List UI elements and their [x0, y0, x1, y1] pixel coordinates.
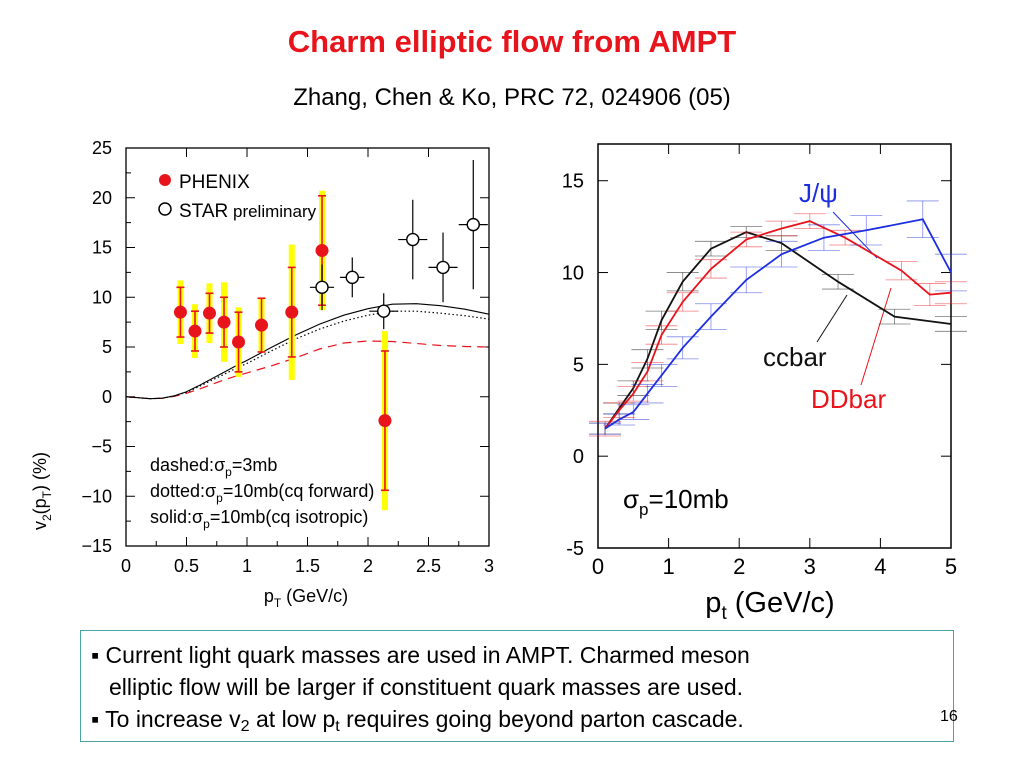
phenix-point — [217, 315, 231, 329]
left-ytick-label: −5 — [91, 437, 112, 457]
left-xtick-label: 0.5 — [174, 556, 199, 576]
left-xtick-label: 2.5 — [416, 556, 441, 576]
label-ccbar: ccbar — [763, 342, 827, 372]
ddbar-line — [604, 220, 952, 430]
label-jpsi: J/ψ — [799, 178, 838, 208]
star-point — [466, 217, 480, 232]
right-ytick-label: 5 — [573, 354, 584, 376]
right-xlabel: pt (GeV/c) — [705, 587, 834, 624]
pointer-ccbar — [816, 294, 848, 343]
phenix-point — [378, 414, 392, 428]
right-xtick-label: 1 — [662, 554, 674, 579]
note-bullet-1: ▪ Current light quark masses are used in… — [91, 642, 750, 668]
annotation-solid: solid:σp=10mb(cq isotropic) — [150, 507, 368, 531]
left-xlabel: pT (GeV/c) — [264, 586, 348, 610]
annotation-dotted: dotted:σp=10mb(cq forward) — [150, 481, 374, 505]
right-ytick-label: 0 — [573, 446, 584, 468]
left-xtick-label: 1 — [242, 556, 252, 576]
ccbar-line — [604, 231, 952, 430]
slide-title: Charm elliptic flow from AMPT — [287, 24, 737, 59]
legend-star-marker — [158, 202, 172, 216]
phenix-point — [202, 306, 216, 320]
pointer-jpsi — [832, 211, 878, 259]
legend-star-label: STAR preliminary — [179, 201, 317, 222]
left-xtick-label: 2 — [363, 556, 373, 576]
left-ylabel: v2(pT) (%) — [30, 452, 54, 530]
left-ytick-label: −10 — [81, 486, 112, 506]
phenix-point — [232, 335, 246, 349]
star-point — [345, 270, 359, 285]
note-bullet-1-cont: elliptic flow will be larger if constitu… — [109, 674, 744, 700]
right-xtick-label: 5 — [945, 554, 957, 579]
sigma-label: σp=10mb — [623, 484, 729, 519]
slide-number: 16 — [940, 708, 958, 725]
notes-box: ▪ Current light quark masses are used in… — [80, 630, 954, 742]
left-ytick-label: −15 — [81, 536, 112, 556]
phenix-point — [255, 318, 269, 332]
phenix-point — [188, 324, 202, 338]
left-ytick-label: 20 — [92, 188, 112, 208]
label-ddbar: DDbar — [811, 384, 886, 414]
pointer-ddbar — [860, 287, 892, 386]
right-xtick-label: 0 — [592, 554, 604, 579]
j-line — [604, 218, 952, 430]
left-xtick-label: 3 — [484, 556, 494, 576]
left-ytick-label: 25 — [92, 138, 112, 158]
legend-phenix-label: PHENIX — [179, 172, 250, 193]
star-point — [377, 304, 391, 318]
right-plot-frame — [597, 143, 952, 549]
theory-curve-dashed — [125, 340, 490, 400]
left-xtick-label: 0 — [121, 556, 131, 576]
right-xtick-label: 2 — [733, 554, 745, 579]
phenix-point — [285, 305, 299, 319]
theory-curve-solid — [125, 303, 490, 400]
right-xtick-label: 3 — [804, 554, 816, 579]
phenix-point — [173, 305, 187, 319]
left-ytick-label: 15 — [92, 238, 112, 258]
slide-subtitle: Zhang, Chen & Ko, PRC 72, 024906 (05) — [293, 84, 731, 111]
left-xtick-label: 1.5 — [295, 556, 320, 576]
left-ytick-label: 10 — [92, 287, 112, 307]
right-ytick-label: -5 — [566, 538, 584, 560]
annotation-dashed: dashed:σp=3mb — [150, 455, 277, 479]
left-ytick-label: 5 — [102, 337, 112, 357]
phenix-star-v2-chart: v2(pT) (%) pT (GeV/c) PHENIX STAR prelim… — [30, 138, 494, 610]
right-xtick-label: 4 — [874, 554, 886, 579]
right-ytick-label: 15 — [562, 171, 584, 193]
left-ytick-label: 0 — [102, 387, 112, 407]
phenix-point — [315, 243, 329, 257]
star-point — [315, 280, 329, 295]
star-point — [406, 232, 420, 247]
legend-phenix-marker — [159, 174, 171, 186]
star-point — [436, 260, 450, 275]
note-bullet-2: ▪ To increase v2 at low pt requires goin… — [91, 706, 744, 735]
right-ytick-label: 10 — [562, 263, 584, 285]
charm-flow-ampt-chart: pt (GeV/c) J/ψ ccbar DDbar σp=10mb 0 1 2 3 4… — [562, 143, 967, 624]
